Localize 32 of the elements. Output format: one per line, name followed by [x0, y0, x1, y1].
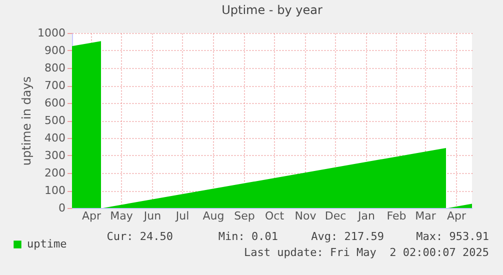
- y-tick-label: 600: [44, 96, 66, 110]
- chart-title: Uptime - by year: [222, 3, 322, 17]
- x-tick-label: Oct: [264, 210, 285, 222]
- x-tick-label: Feb: [386, 210, 406, 222]
- x-tick-label: Jan: [357, 210, 375, 222]
- y-tick-label: 400: [44, 132, 66, 144]
- y-tick-label: 700: [44, 79, 66, 92]
- y-tick-label: 100: [44, 184, 66, 197]
- y-tick-label: 500: [44, 114, 66, 127]
- x-tick-label: May: [110, 210, 134, 222]
- x-tick-label: Jul: [174, 210, 190, 222]
- y-tick-label: 0: [58, 202, 66, 214]
- x-tick-label: Apr: [446, 210, 466, 222]
- y-tick-label: 1000: [38, 26, 66, 40]
- x-tick-label: Aug: [202, 210, 224, 222]
- text: Cur: 24.50: [106, 230, 173, 243]
- x-tick-label: Nov: [294, 210, 317, 222]
- x-tick-label: Sep: [234, 210, 255, 222]
- text: Avg: 217.59: [311, 230, 384, 243]
- y-tick-label: 800: [44, 62, 66, 74]
- x-tick-label: Apr: [82, 210, 102, 222]
- x-tick-label: Mar: [415, 210, 436, 222]
- text: Min: 0.01: [218, 230, 278, 243]
- x-tick-label: Dec: [324, 210, 346, 222]
- text: Max: 953.91: [416, 230, 489, 243]
- text: Last update: Fri May 2 02:00:07 2025: [244, 246, 489, 259]
- legend-label: uptime: [27, 238, 67, 250]
- x-tick-label: Jun: [142, 210, 162, 222]
- y-axis-title: uptime in days: [20, 76, 34, 166]
- y-tick-label: 300: [44, 149, 66, 162]
- y-tick-label: 200: [44, 166, 66, 180]
- y-tick-label: 900: [44, 44, 66, 57]
